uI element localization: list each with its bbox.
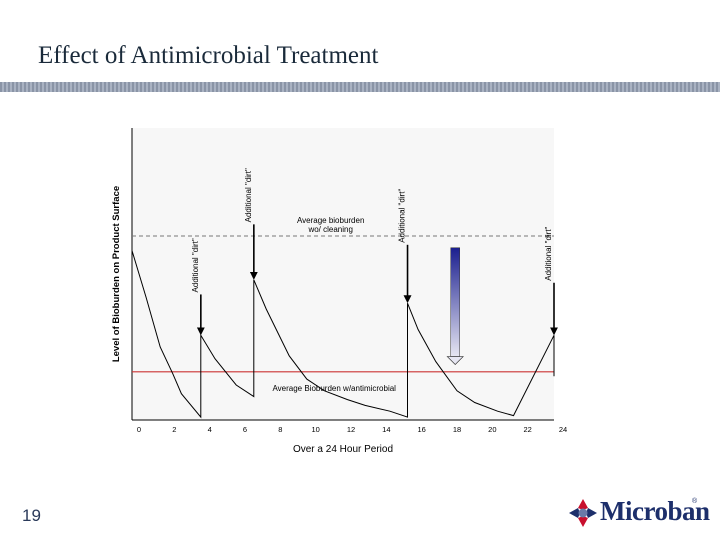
x-tick-24: 24 [559,425,567,434]
microban-logo-text: Microban [600,496,710,526]
x-axis-label: Over a 24 Hour Period [293,444,393,455]
x-tick-0: 0 [137,425,141,434]
microban-logo: Microban ® [568,496,710,530]
dirt-label-2: Additional "dirt" [244,168,253,222]
treatment-bar [450,247,460,357]
microban-logo-mark: ® [692,498,698,505]
x-tick-8: 8 [278,425,282,434]
y-axis-label: Level of Bioburden on Product Surface [111,186,122,362]
avg-wo-cleaning-label-line1: Average bioburden [297,216,364,225]
x-tick-10: 10 [311,425,319,434]
avg-wo-cleaning-label-line2: wo/ cleaning [307,225,352,234]
x-tick-14: 14 [382,425,390,434]
dirt-label-1: Additional "dirt" [191,238,200,292]
x-tick-18: 18 [453,425,461,434]
slide-title: Effect of Antimicrobial Treatment [38,42,379,69]
title-rule [0,82,720,92]
x-tick-4: 4 [208,425,212,434]
dirt-label-4: Additional "dirt" [544,226,553,280]
x-tick-12: 12 [347,425,355,434]
x-tick-2: 2 [172,425,176,434]
x-tick-22: 22 [523,425,531,434]
page-number: 19 [22,506,41,525]
x-tick-20: 20 [488,425,496,434]
x-tick-6: 6 [243,425,247,434]
dirt-label-3: Additional "dirt" [398,188,407,242]
bioburden-series-line [131,250,555,419]
avg-w-antimicrobial-label: Average Bioburden w/antimicrobial [272,384,396,393]
microban-logo-icon [569,499,597,527]
x-tick-16: 16 [417,425,425,434]
treatment-bar-arrowhead [446,356,464,365]
